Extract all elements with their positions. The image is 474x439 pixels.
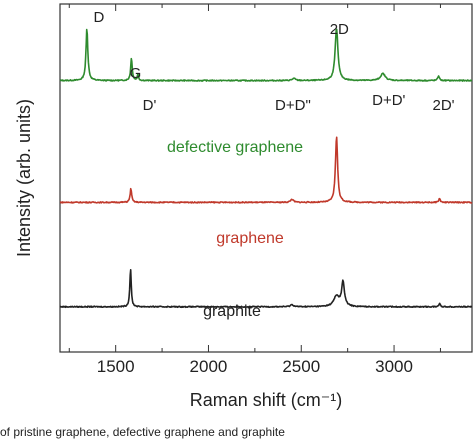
x-tick-label: 2000 [190,357,228,376]
axis-ticks: 1500 2000 2500 3000 [60,4,441,376]
y-axis-title: Intensity (arb. units) [14,99,34,257]
series-lines [59,28,473,309]
series-label: graphene [216,230,284,247]
peak-annotation: G [130,65,142,82]
series-label: defective graphene [167,139,303,156]
chart-labels: defective graphene graphene graphite D GD' D+… [93,9,454,320]
series-label: graphite [203,303,261,320]
x-tick-label: 3000 [375,357,413,376]
series-line [59,136,473,204]
peak-annotation: D [93,9,104,26]
x-tick-label: 2500 [282,357,320,376]
series-line [59,28,473,82]
plot-border [59,3,473,353]
peak-annotation: D+D" [275,97,311,114]
plot-frame [59,3,473,353]
x-tick-label: 1500 [97,357,135,376]
peak-annotation: 2D [330,21,349,38]
raman-spectra-chart: 1500 2000 2500 3000 defective graphene graph… [14,3,473,410]
figure-caption: of pristine graphene, defective graphene… [0,425,285,439]
series-line [59,269,473,309]
peak-annotation: 2D' [432,97,454,114]
peak-annotation: D' [143,97,157,114]
peak-annotation: D+D' [372,92,405,109]
x-axis-title: Raman shift (cm⁻¹) [190,390,343,410]
